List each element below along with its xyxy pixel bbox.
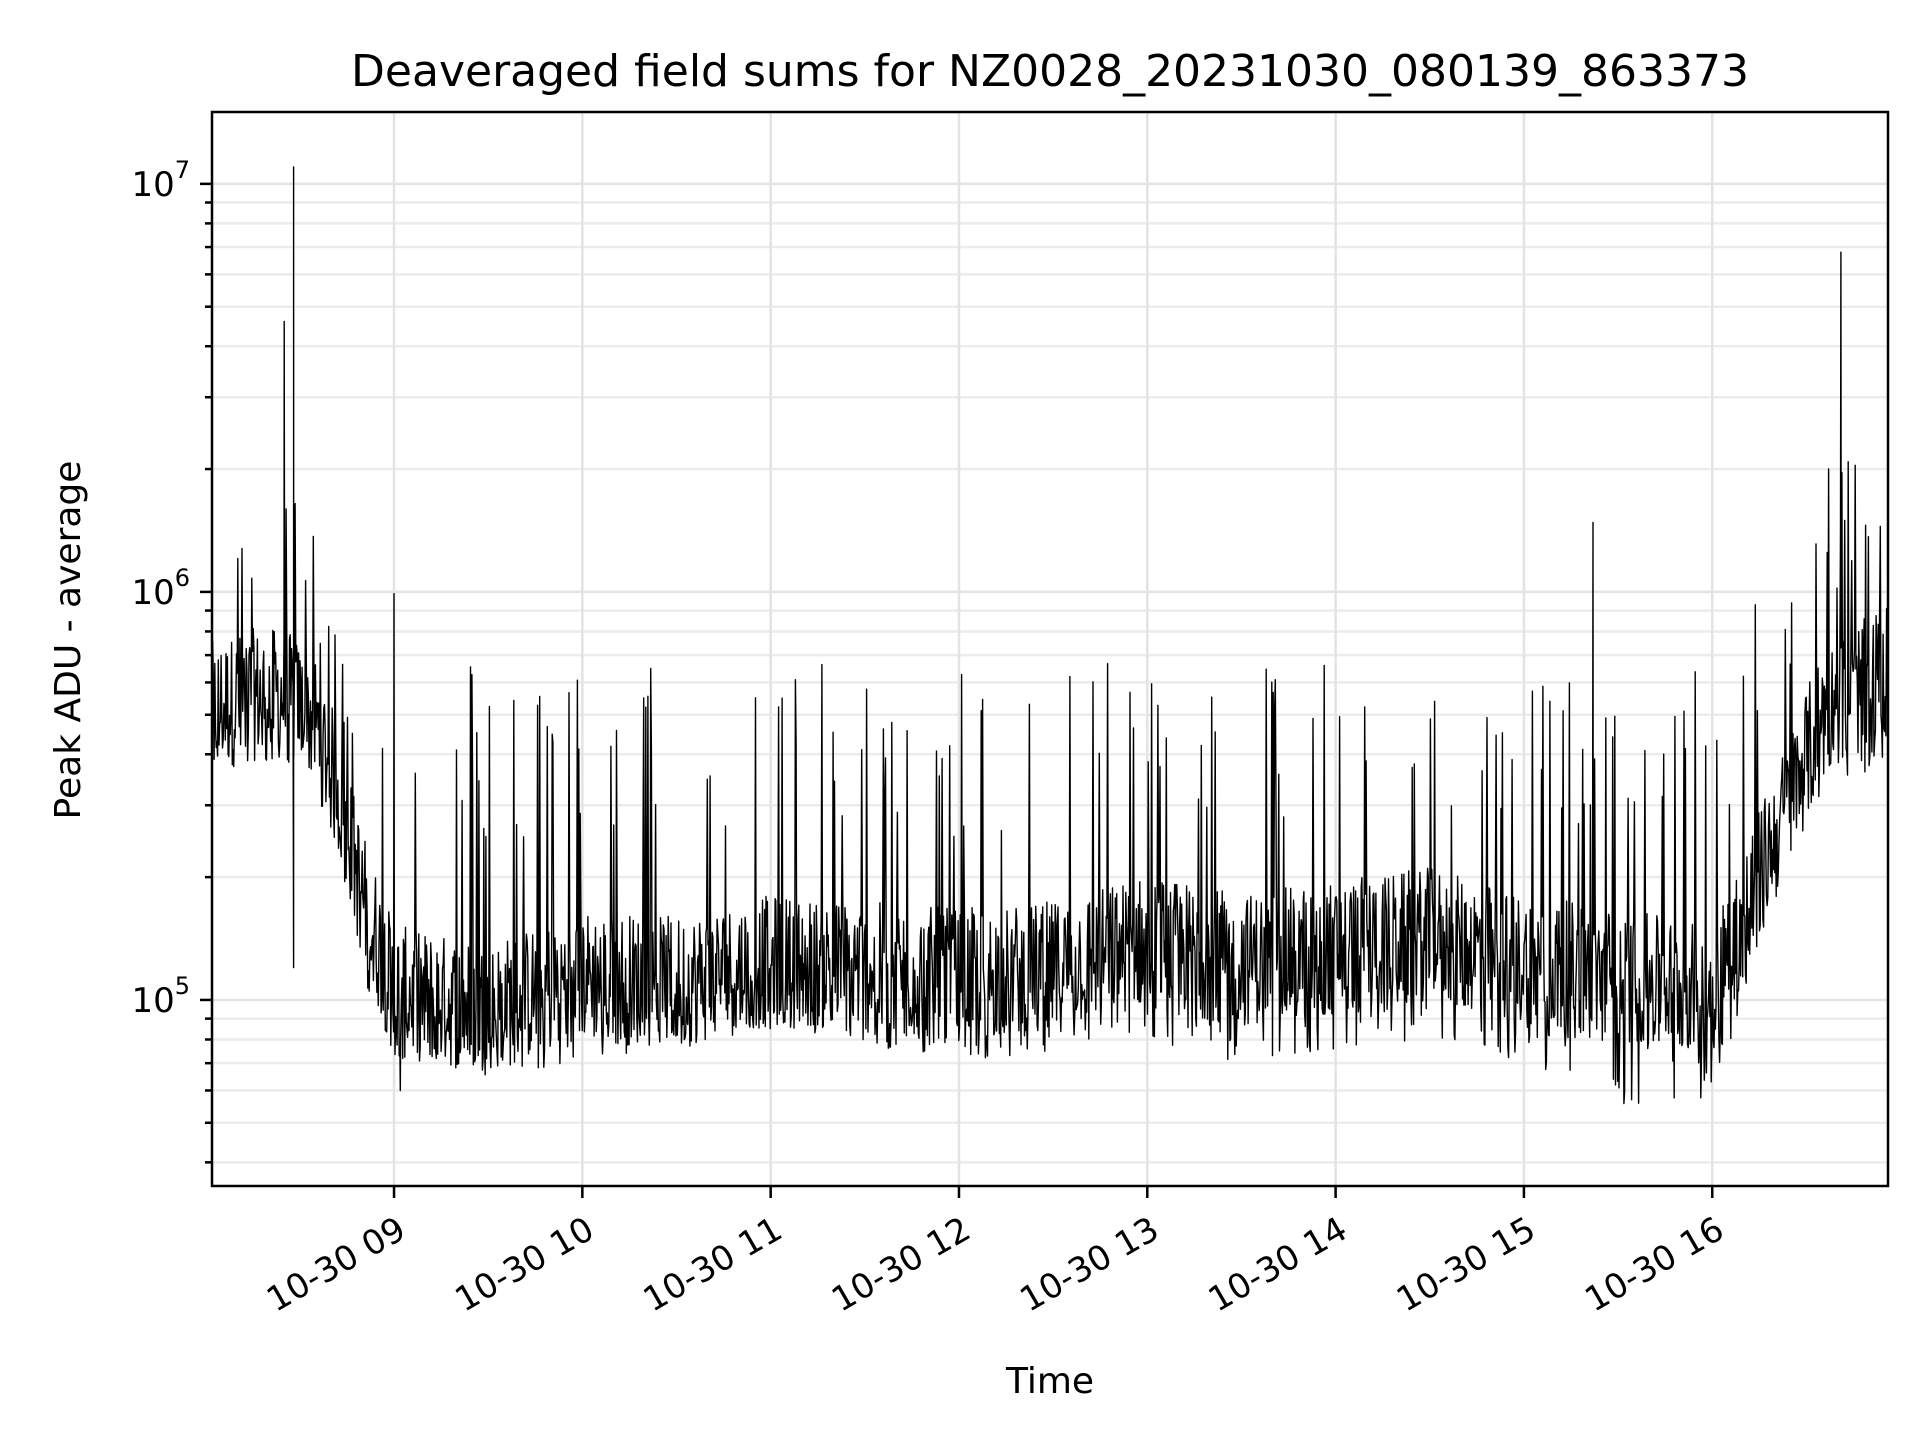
series-line (212, 166, 1888, 1105)
y-tick-label: 105 (131, 972, 190, 1021)
series-layer (212, 166, 1888, 1105)
y-tick-label: 106 (131, 564, 190, 613)
y-tick-exponent: 5 (175, 972, 190, 1000)
y-tick-base: 10 (131, 573, 174, 613)
y-tick-label: 107 (131, 156, 190, 205)
y-tick-base: 10 (131, 981, 174, 1021)
y-axis-label: Peak ADU - average (48, 461, 89, 820)
x-axis-label: Time (1005, 1361, 1094, 1402)
y-tick-base: 10 (131, 165, 174, 205)
y-tick-exponent: 7 (175, 156, 190, 184)
tick-marks (200, 182, 1714, 1198)
minor-gridlines (212, 201, 1888, 1164)
y-tick-exponent: 6 (175, 564, 190, 592)
plot-frame (210, 110, 1890, 1188)
chart-title: Deaveraged field sums for NZ0028_2023103… (351, 46, 1749, 97)
